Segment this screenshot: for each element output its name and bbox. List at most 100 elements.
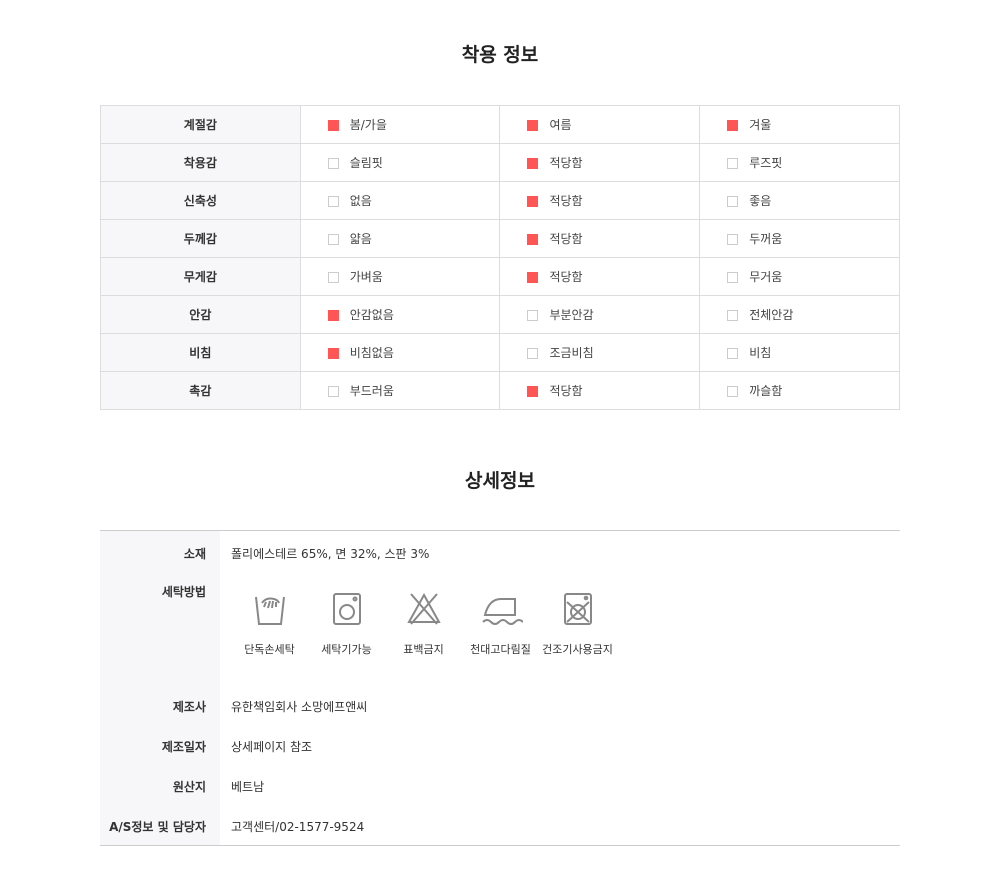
checkbox (727, 272, 739, 283)
fit-row: 두께감 얇음 적당함 두꺼움 (100, 219, 900, 258)
fit-option: 적당함 (499, 181, 701, 220)
no-tumble-dry-icon (539, 591, 616, 627)
washing-item-label: 표백금지 (403, 643, 444, 656)
fit-option-label: 루즈핏 (749, 156, 783, 170)
fit-option-label: 슬림핏 (349, 156, 383, 170)
fit-option: 루즈핏 (699, 143, 900, 182)
fit-option: 조금비침 (499, 333, 701, 372)
material-value: 폴리에스테르 65%, 면 32%, 스판 3% (231, 547, 430, 561)
fit-row: 안감 안감없음 부분안감 전체안감 (100, 295, 900, 334)
as-label: A/S정보 및 담당자 (109, 820, 206, 834)
checkbox (527, 158, 539, 169)
fit-option: 슬림핏 (299, 143, 501, 182)
fit-row: 무게감 가벼움 적당함 무거움 (100, 257, 900, 296)
fit-row-label: 신축성 (100, 181, 301, 220)
fit-row-label: 무게감 (100, 257, 301, 296)
fit-row-label: 두께감 (100, 219, 301, 258)
fit-row: 신축성 없음 적당함 좋음 (100, 181, 900, 220)
fit-option-label: 좋음 (749, 194, 772, 208)
washing-item: 표백금지 (385, 591, 462, 657)
washing-item-label: 천대고다림질 (470, 643, 531, 656)
checkbox (527, 272, 539, 283)
fit-row-label: 계절감 (100, 105, 301, 144)
fit-info-table: 계절감 봄/가을 여름 겨울 착용감 슬림핏 적당함 루즈핏 신축성 없음 적당함 좋음 두께감 얇음 적당… (100, 105, 900, 410)
washing-label: 세탁방법 (161, 585, 206, 599)
washing-item-label: 건조기사용금지 (542, 643, 613, 656)
fit-option: 가벼움 (299, 257, 501, 296)
fit-row-label: 촉감 (100, 371, 301, 410)
fit-row: 비침 비침없음 조금비침 비침 (100, 333, 900, 372)
fit-option: 부분안감 (499, 295, 701, 334)
date-value: 상세페이지 참조 (231, 740, 313, 754)
fit-option: 적당함 (499, 371, 701, 410)
fit-option: 무거움 (699, 257, 900, 296)
fit-option: 여름 (499, 105, 701, 144)
manufacturer-label: 제조사 (172, 700, 206, 714)
fit-info-title: 착용 정보 (461, 44, 539, 66)
manufacturer-value: 유한책임회사 소망에프앤씨 (231, 700, 368, 714)
washing-icons: 단독손세탁 세탁기가능 표백금지 천대고다림질 건조기사용금지 (231, 591, 616, 657)
washing-item: 단독손세탁 (231, 591, 308, 657)
checkbox (327, 348, 339, 359)
checkbox (327, 310, 339, 321)
fit-option-label: 조금비침 (549, 346, 594, 360)
fit-option-label: 적당함 (549, 156, 583, 170)
fit-option-label: 두꺼움 (749, 232, 783, 246)
fit-option: 전체안감 (699, 295, 900, 334)
checkbox (727, 310, 739, 321)
fit-row: 착용감 슬림핏 적당함 루즈핏 (100, 143, 900, 182)
fit-option: 비침 (699, 333, 900, 372)
checkbox (327, 272, 339, 283)
hand-wash-icon (231, 591, 308, 627)
checkbox (727, 158, 739, 169)
fit-option: 얇음 (299, 219, 501, 258)
fit-option-label: 적당함 (549, 270, 583, 284)
checkbox (327, 234, 339, 245)
iron-with-cloth-icon (462, 591, 539, 627)
fit-option-label: 무거움 (749, 270, 783, 284)
checkbox (727, 234, 739, 245)
checkbox (327, 120, 339, 131)
origin-value: 베트남 (231, 780, 265, 794)
washing-item-label: 단독손세탁 (244, 643, 295, 656)
date-label: 제조일자 (161, 740, 206, 754)
fit-option: 비침없음 (299, 333, 501, 372)
fit-option-label: 안감없음 (349, 308, 394, 322)
fit-option-label: 전체안감 (749, 308, 794, 322)
checkbox (327, 158, 339, 169)
fit-option-label: 비침 (749, 346, 772, 360)
checkbox (527, 386, 539, 397)
washing-item-label: 세탁기가능 (321, 643, 372, 656)
checkbox (727, 120, 739, 131)
checkbox (527, 120, 539, 131)
checkbox (527, 348, 539, 359)
fit-option-label: 가벼움 (349, 270, 383, 284)
fit-option-label: 적당함 (549, 194, 583, 208)
fit-option: 두꺼움 (699, 219, 900, 258)
fit-option: 적당함 (499, 257, 701, 296)
material-label: 소재 (183, 547, 206, 561)
fit-option-label: 얇음 (349, 232, 372, 246)
checkbox (327, 196, 339, 207)
fit-option-label: 여름 (549, 118, 572, 132)
detail-info-table: 소재 폴리에스테르 65%, 면 32%, 스판 3% 세탁방법 단독손세탁 세탁기… (100, 530, 900, 846)
fit-row-label: 안감 (100, 295, 301, 334)
fit-option: 겨울 (699, 105, 900, 144)
checkbox (527, 196, 539, 207)
fit-row-label: 비침 (100, 333, 301, 372)
fit-option-label: 비침없음 (349, 346, 394, 360)
fit-option: 까슬함 (699, 371, 900, 410)
washing-machine-icon (308, 591, 385, 627)
checkbox (727, 348, 739, 359)
fit-option-label: 적당함 (549, 232, 583, 246)
no-bleach-icon (385, 591, 462, 627)
fit-option-label: 적당함 (549, 384, 583, 398)
checkbox (727, 386, 739, 397)
fit-row: 촉감 부드러움 적당함 까슬함 (100, 371, 900, 410)
fit-option: 없음 (299, 181, 501, 220)
fit-option-label: 까슬함 (749, 384, 783, 398)
origin-label: 원산지 (172, 780, 206, 794)
fit-option: 안감없음 (299, 295, 501, 334)
washing-item: 건조기사용금지 (539, 591, 616, 657)
fit-row-label: 착용감 (100, 143, 301, 182)
